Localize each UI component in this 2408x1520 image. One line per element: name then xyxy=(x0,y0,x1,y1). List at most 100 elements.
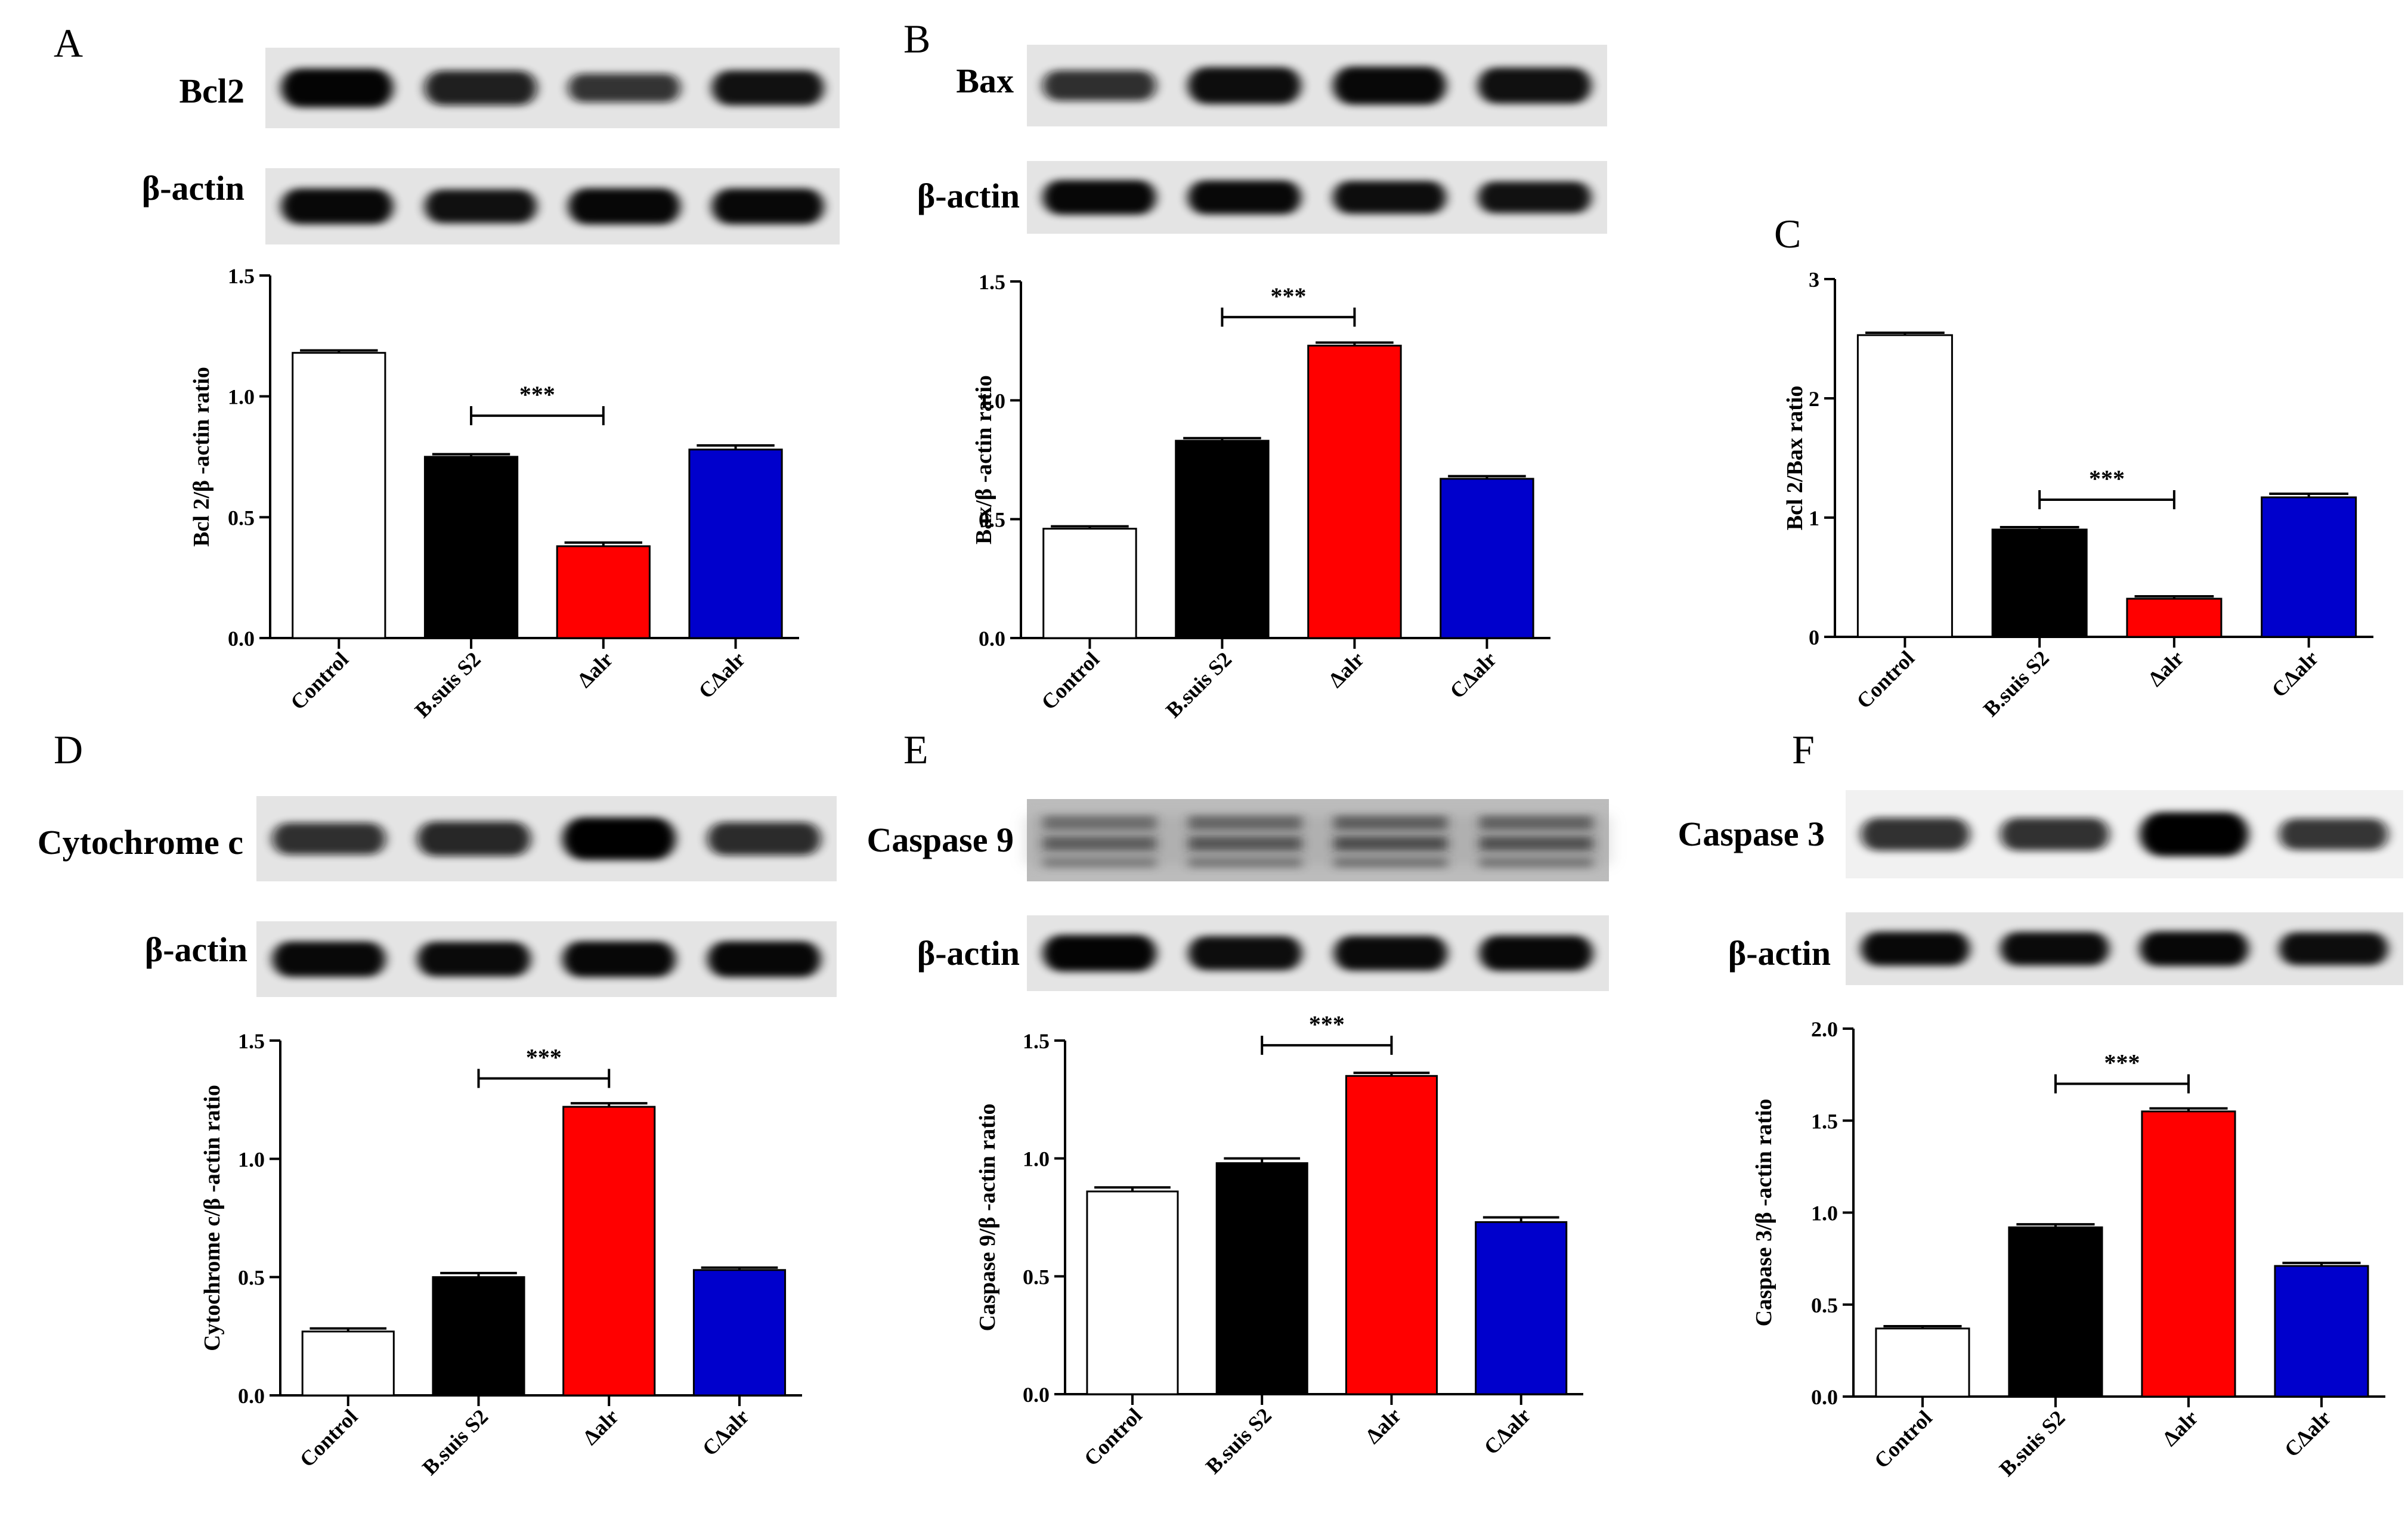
blot-band xyxy=(1479,815,1593,831)
blot--actin: β-actin xyxy=(917,915,1609,991)
blot-caspase-3: Caspase 3 xyxy=(1677,790,2403,878)
y-tick-label: 1.5 xyxy=(1811,1109,1838,1133)
bar-chart: 0.0 0.5 1.0 1.5 Cytochrome c/β -actin ratio C… xyxy=(200,1029,802,1479)
blot-band xyxy=(1333,66,1446,105)
blot-band xyxy=(2279,818,2388,850)
bar xyxy=(1991,528,2088,638)
bar xyxy=(2261,496,2357,638)
blot-label: β-actin xyxy=(145,930,247,969)
blot-band xyxy=(562,941,676,977)
blot-band xyxy=(1188,815,1302,831)
panel-letter-f: F xyxy=(1792,727,1815,772)
x-tick-label: CΔalr xyxy=(1480,1403,1536,1459)
blot-band xyxy=(1333,856,1448,868)
blot-band xyxy=(711,70,824,106)
x-tick-label: Δalr xyxy=(1324,647,1369,692)
y-tick-label: 1.0 xyxy=(1023,1147,1050,1171)
bar xyxy=(432,1276,525,1397)
x-tick-label: Control xyxy=(1079,1403,1147,1471)
blot-band xyxy=(417,942,531,977)
blot-band xyxy=(1042,836,1157,851)
x-tick-label: CΔalr xyxy=(698,1404,754,1460)
x-tick-label: Δalr xyxy=(2143,646,2188,691)
bar xyxy=(1345,1075,1438,1395)
blot-label: Caspase 3 xyxy=(1677,815,1825,853)
y-tick-label: 0.5 xyxy=(238,1266,265,1290)
blot-band xyxy=(711,188,824,224)
y-tick-label: 3 xyxy=(1809,268,1819,292)
y-axis-label: Cytochrome c/β -actin ratio xyxy=(200,1085,225,1351)
y-tick-label: 1.0 xyxy=(238,1147,265,1171)
blot-band xyxy=(1188,936,1302,971)
bar xyxy=(1307,345,1402,639)
blot-label: Cytochrome c xyxy=(38,823,243,862)
bar xyxy=(1440,478,1534,639)
x-tick-label: Δalr xyxy=(2158,1406,2202,1450)
blot-band xyxy=(568,73,680,103)
blot-band xyxy=(1042,934,1157,972)
x-tick-label: CΔalr xyxy=(1445,647,1501,703)
y-tick-label: 0.5 xyxy=(1023,1265,1050,1289)
y-tick-label: 0.0 xyxy=(1023,1383,1050,1407)
bar-chart: 0.0 0.5 1.0 1.5 Bax/β -actin ratio Control B.s… xyxy=(971,270,1550,722)
bar xyxy=(1175,439,1270,639)
x-tick-label: CΔalr xyxy=(694,647,750,703)
blot-band xyxy=(1861,818,1970,851)
bar xyxy=(1875,1327,1970,1398)
y-tick-label: 0.5 xyxy=(979,508,1005,532)
blot-band xyxy=(281,68,394,108)
blot-band xyxy=(1188,67,1301,104)
x-tick-label: Δalr xyxy=(572,647,617,692)
blot-bcl2: Bcl2 xyxy=(179,48,840,128)
y-axis-label: Bax/β -actin ratio xyxy=(971,375,996,544)
blot-band xyxy=(1479,836,1593,851)
x-tick-label: Δalr xyxy=(1361,1403,1406,1448)
significance-label: *** xyxy=(519,381,555,408)
x-tick-label: B.suis S2 xyxy=(417,1404,493,1479)
y-tick-label: 1.0 xyxy=(1811,1202,1838,1225)
x-tick-label: B.suis S2 xyxy=(1161,647,1236,722)
blot-band xyxy=(568,188,680,225)
significance-label: *** xyxy=(1270,283,1306,309)
blot-label: β-actin xyxy=(1728,934,1831,973)
blot-band xyxy=(707,822,821,856)
bar xyxy=(2126,598,2223,638)
blot-band xyxy=(1188,836,1302,851)
x-tick-label: Control xyxy=(1852,646,1919,713)
bar xyxy=(292,352,386,639)
blot-band xyxy=(1188,180,1301,215)
y-tick-label: 0.0 xyxy=(1811,1385,1838,1409)
blot-band xyxy=(1861,931,1970,966)
significance-label: *** xyxy=(1309,1011,1345,1038)
x-tick-label: B.suis S2 xyxy=(1995,1406,2070,1481)
bar xyxy=(2274,1265,2369,1398)
x-tick-label: Control xyxy=(295,1404,363,1472)
blot-band xyxy=(2279,932,2388,965)
blot-label: Bcl2 xyxy=(179,72,244,110)
y-tick-label: 2.0 xyxy=(1811,1017,1838,1041)
y-tick-label: 1.0 xyxy=(979,389,1005,413)
blot-band xyxy=(272,941,386,977)
blot-band xyxy=(425,70,537,106)
blot-label: β-actin xyxy=(917,177,1020,215)
blot-band xyxy=(1333,936,1448,971)
bar xyxy=(301,1330,395,1397)
significance-label: *** xyxy=(2104,1050,2140,1076)
bar-chart: 0.0 0.5 1.0 1.5 Caspase 9/β -actin ratio Cont… xyxy=(975,1011,1583,1478)
blot--actin: β-actin xyxy=(917,161,1607,234)
panel-letter-c: C xyxy=(1774,211,1801,256)
blot-band xyxy=(425,189,537,224)
blot-band xyxy=(562,817,676,860)
bar xyxy=(556,545,651,639)
y-tick-label: 0.0 xyxy=(228,627,255,651)
x-tick-label: Control xyxy=(1036,647,1104,714)
blot-band xyxy=(1479,935,1593,971)
x-tick-label: CΔalr xyxy=(2280,1406,2336,1462)
blot-band xyxy=(2000,931,2109,966)
bar xyxy=(1215,1162,1308,1395)
bar-chart: 0 1 2 3 Bcl 2/Bax ratio Control B.suis S2 Δalr C… xyxy=(1782,268,2373,721)
blot-band xyxy=(417,821,531,856)
blot-band xyxy=(2140,931,2249,966)
y-tick-label: 0.0 xyxy=(979,627,1005,651)
